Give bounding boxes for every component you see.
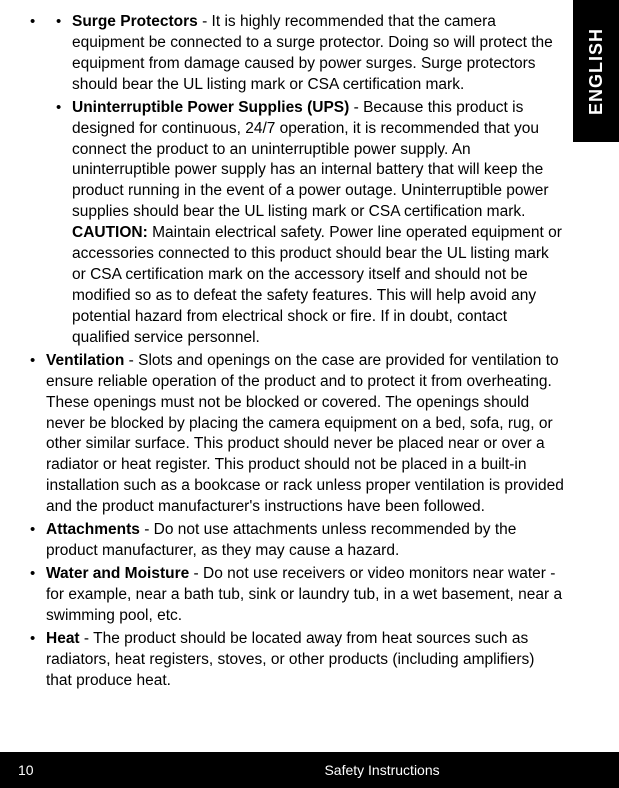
item-body: - The product should be located away fro… <box>46 630 534 689</box>
item-body: - Because this product is designed for c… <box>72 99 549 221</box>
language-tab: ENGLISH <box>573 0 619 142</box>
item-title: Attachments <box>46 521 140 538</box>
item-title: Uninterruptible Power Supplies (UPS) <box>72 99 349 116</box>
list-item: Attachments - Do not use attachments unl… <box>30 520 564 562</box>
item-body: - Slots and openings on the case are pro… <box>46 352 564 515</box>
language-label: ENGLISH <box>586 27 607 114</box>
item-title: Water and Moisture <box>46 565 189 582</box>
list-item: Ventilation - Slots and openings on the … <box>30 351 564 518</box>
page-footer: 10 Safety Instructions <box>0 752 619 788</box>
item-title: Surge Protectors <box>72 13 198 30</box>
list-item: Surge Protectors - It is highly recommen… <box>30 12 564 349</box>
page-content: Surge Protectors - It is highly recommen… <box>30 12 564 728</box>
list-item: Water and Moisture - Do not use receiver… <box>30 564 564 627</box>
list-item: Heat - The product should be located awa… <box>30 629 564 692</box>
item-title: Ventilation <box>46 352 124 369</box>
footer-title: Safety Instructions <box>324 762 439 778</box>
list-item: Uninterruptible Power Supplies (UPS) - B… <box>56 98 564 349</box>
list-item: Surge Protectors - It is highly recommen… <box>56 12 564 96</box>
item-title: Heat <box>46 630 80 647</box>
caution-label: CAUTION: <box>72 224 148 241</box>
page-number: 10 <box>18 762 34 778</box>
instruction-list: Surge Protectors - It is highly recommen… <box>30 12 564 692</box>
caution-body: Maintain electrical safety. Power line o… <box>72 224 562 346</box>
